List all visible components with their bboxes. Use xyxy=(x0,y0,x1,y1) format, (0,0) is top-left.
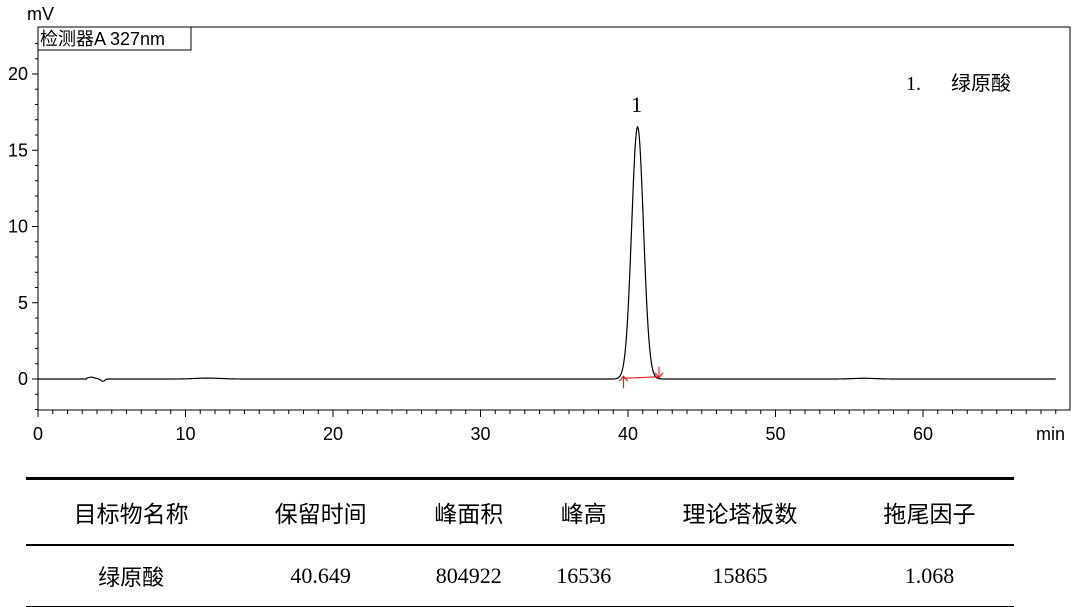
chromatogram-trace xyxy=(38,125,1056,382)
peak-end-marker xyxy=(654,366,664,379)
peak-start-marker xyxy=(619,375,628,389)
y-tick-label: 15 xyxy=(8,140,28,160)
x-tick-label: 50 xyxy=(765,424,785,444)
table-header-row: 目标物名称 保留时间 峰面积 峰高 理论塔板数 拖尾因子 xyxy=(26,478,1014,546)
cell-compound-name: 绿原酸 xyxy=(26,545,237,607)
y-axis-label: mV xyxy=(27,4,54,24)
y-tick-label: 20 xyxy=(8,64,28,84)
cell-tailing-factor: 1.068 xyxy=(845,545,1014,607)
table-row: 绿原酸 40.649 804922 16536 15865 1.068 xyxy=(26,545,1014,607)
cell-retention-time: 40.649 xyxy=(236,545,406,607)
detector-label: 检测器A 327nm xyxy=(40,29,165,49)
header-peak-area: 峰面积 xyxy=(405,478,533,546)
header-peak-height: 峰高 xyxy=(532,478,635,546)
header-compound-name: 目标物名称 xyxy=(26,478,237,546)
x-tick-label: 40 xyxy=(618,424,638,444)
cell-theoretical-plates: 15865 xyxy=(634,545,846,607)
peak-number-label: 1 xyxy=(631,92,642,117)
y-tick-label: 10 xyxy=(8,217,28,237)
x-tick-label: 30 xyxy=(470,424,490,444)
chromatogram-chart: 0 5 10 15 20 0 10 20 30 40 50 60 mV min 检测器A 327nm 1 1.… xyxy=(8,4,1071,444)
x-axis-label: min xyxy=(1036,424,1065,444)
y-tick-label: 0 xyxy=(18,369,28,389)
legend-number: 1. xyxy=(906,73,921,95)
results-table: 目标物名称 保留时间 峰面积 峰高 理论塔板数 拖尾因子 绿原酸 40.649 … xyxy=(26,477,1014,607)
x-tick-label: 10 xyxy=(175,424,195,444)
x-tick-label: 0 xyxy=(33,424,43,444)
detector-label-box xyxy=(37,26,192,51)
header-theoretical-plates: 理论塔板数 xyxy=(634,478,846,546)
x-tick-label: 60 xyxy=(913,424,933,444)
y-tick-label: 5 xyxy=(18,293,28,313)
integration-baseline xyxy=(623,376,659,379)
header-retention-time: 保留时间 xyxy=(236,478,406,546)
header-tailing-factor: 拖尾因子 xyxy=(845,478,1014,546)
x-tick-label: 20 xyxy=(323,424,343,444)
cell-peak-height: 16536 xyxy=(532,545,635,607)
legend-name: 绿原酸 xyxy=(951,72,1011,95)
cell-peak-area: 804922 xyxy=(405,545,533,607)
